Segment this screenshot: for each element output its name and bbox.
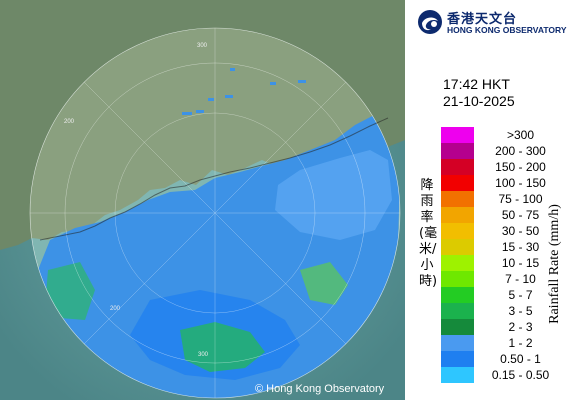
legend-label: 200 - 300 — [495, 144, 546, 158]
legend-swatch — [441, 127, 474, 143]
legend-row: 150 - 200 — [441, 159, 567, 175]
legend-label: 50 - 75 — [501, 208, 540, 222]
range-ring-inner — [114, 112, 316, 314]
legend-row: 3 - 5 — [441, 303, 567, 319]
range-label-northwest: 200 — [64, 119, 75, 125]
legend-swatch — [441, 159, 474, 175]
legend-swatch — [441, 175, 474, 191]
range-label-north: 300 — [197, 43, 208, 49]
legend-swatch — [441, 335, 474, 351]
legend-row: 10 - 15 — [441, 255, 567, 271]
legend-label: 15 - 30 — [501, 240, 540, 254]
legend-swatch — [441, 319, 474, 335]
range-ring-outer — [29, 27, 401, 399]
legend-label: 2 - 3 — [508, 320, 533, 334]
legend-row: 30 - 50 — [441, 223, 567, 239]
observatory-emblem-icon — [418, 10, 442, 34]
legend-title-chinese: 降雨率(毫米/小時) — [419, 178, 438, 289]
copyright-notice: © Hong Kong Observatory — [255, 383, 385, 395]
legend-label: 0.15 - 0.50 — [491, 368, 550, 382]
range-radials — [30, 28, 400, 398]
legend-swatch — [441, 367, 474, 383]
legend-swatch — [441, 303, 474, 319]
legend-label: 30 - 50 — [501, 224, 540, 238]
legend-label: 3 - 5 — [508, 304, 533, 318]
legend-row: 200 - 300 — [441, 143, 567, 159]
rainfall-scale: >300 200 - 300 150 - 200 100 - 150 75 - … — [441, 127, 567, 383]
legend-row: 50 - 75 — [441, 207, 567, 223]
range-label-southwest: 200 — [110, 306, 121, 312]
legend-row: 7 - 10 — [441, 271, 567, 287]
legend-label: >300 — [506, 128, 535, 142]
legend-title-english: Rainfall Rate (mm/h) — [547, 204, 562, 324]
legend-row: >300 — [441, 127, 567, 143]
legend-swatch — [441, 223, 474, 239]
rain-echo-heavy — [180, 322, 265, 372]
time-label: 17:42 HKT — [443, 76, 510, 92]
legend-label: 1 - 2 — [508, 336, 533, 350]
rain-echo-east — [300, 262, 348, 305]
range-ring-mid — [64, 62, 366, 364]
legend-swatch — [441, 351, 474, 367]
date-label: 21-10-2025 — [443, 93, 515, 109]
legend-swatch — [441, 271, 474, 287]
legend-swatch — [441, 255, 474, 271]
radar-map: 300 200 300 200 © Hong Kong Observatory — [0, 0, 405, 400]
land-echoes — [182, 68, 306, 115]
range-label-south: 300 — [198, 352, 209, 358]
timestamp: 17:42 HKT 21-10-2025 — [443, 76, 515, 110]
legend-label: 10 - 15 — [501, 256, 540, 270]
legend-row: 0.15 - 0.50 — [441, 367, 567, 383]
legend-swatch — [441, 239, 474, 255]
logo-chinese-name: 香港天文台 — [447, 12, 518, 27]
legend-row: 2 - 3 — [441, 319, 567, 335]
logo-english-name: HONG KONG OBSERVATORY — [447, 25, 567, 35]
legend-row: 5 - 7 — [441, 287, 567, 303]
legend-swatch — [441, 207, 474, 223]
legend-label: 100 - 150 — [495, 176, 546, 190]
rain-echo-light — [275, 150, 392, 240]
legend-label: 75 - 100 — [498, 192, 543, 206]
legend-row: 0.50 - 1 — [441, 351, 567, 367]
legend-row: 75 - 100 — [441, 191, 567, 207]
legend-panel: 香港天文台 HONG KONG OBSERVATORY 17:42 HKT 21… — [405, 0, 577, 400]
legend-swatch — [441, 191, 474, 207]
legend-row: 100 - 150 — [441, 175, 567, 191]
legend-label: 5 - 7 — [508, 288, 533, 302]
legend-swatch — [441, 287, 474, 303]
coastline — [39, 117, 389, 241]
legend-row: 15 - 30 — [441, 239, 567, 255]
legend-swatch — [441, 143, 474, 159]
rain-echo-west — [46, 262, 95, 320]
legend-label: 150 - 200 — [495, 160, 546, 174]
legend-row: 1 - 2 — [441, 335, 567, 351]
legend-label: 0.50 - 1 — [500, 352, 541, 366]
observatory-logo: 香港天文台 HONG KONG OBSERVATORY — [413, 6, 573, 42]
legend-label: 7 - 10 — [505, 272, 536, 286]
